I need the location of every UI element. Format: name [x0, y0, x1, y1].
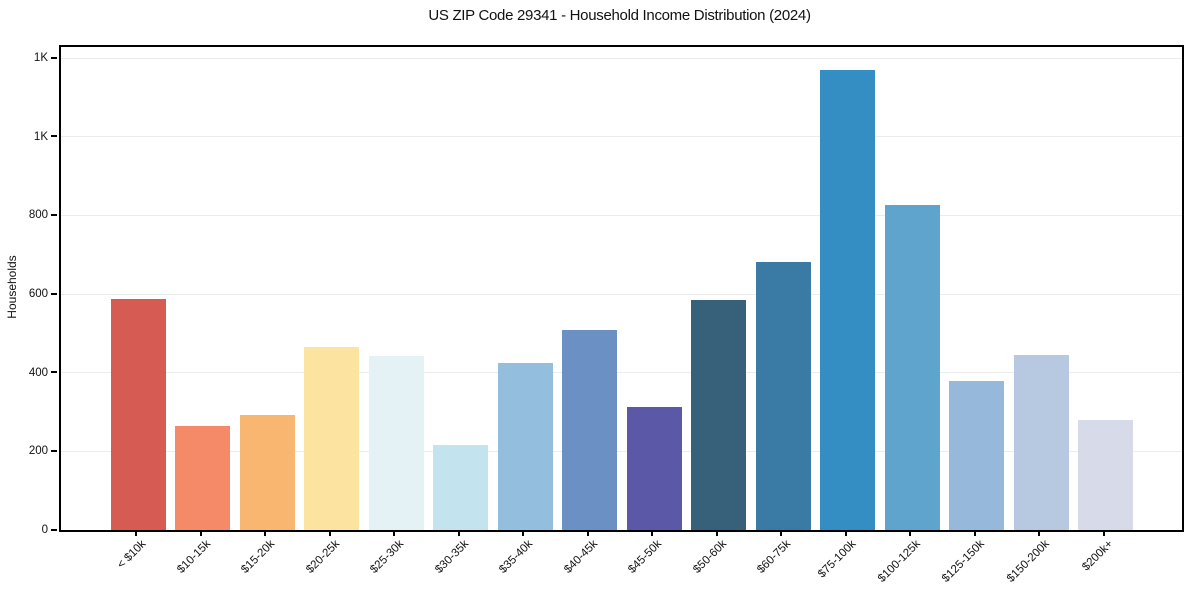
bar: [562, 330, 617, 530]
bar: [949, 380, 1004, 530]
x-tick-mark: [973, 530, 976, 536]
y-tick-mark: [51, 213, 57, 216]
bar: [820, 69, 875, 530]
gridline: [61, 372, 1182, 374]
bar: [755, 262, 811, 530]
bar: [497, 363, 553, 530]
y-tick-mark: [51, 449, 57, 452]
chart-title: US ZIP Code 29341 - Household Income Dis…: [428, 7, 811, 24]
x-tick-mark: [1038, 530, 1040, 536]
bar: [626, 407, 682, 530]
x-tick-label: $25-30k: [368, 538, 407, 576]
bar: [691, 300, 746, 530]
x-tick-mark: [586, 530, 589, 536]
y-tick-label: 600: [28, 288, 48, 300]
x-tick-label: $60-75k: [755, 538, 794, 576]
y-tick-label: 1K: [33, 130, 48, 143]
x-tick-label: $150-200k: [1004, 538, 1052, 585]
x-tick-mark: [199, 530, 202, 536]
y-tick-mark: [51, 371, 57, 374]
x-tick-label: $10-15k: [175, 538, 213, 576]
y-tick-label: 400: [28, 366, 48, 379]
bar: [110, 299, 166, 530]
x-tick-label: $20-25k: [304, 538, 342, 576]
bar: [304, 347, 359, 530]
x-tick-mark: [328, 530, 331, 536]
x-tick-label: $45-50k: [626, 538, 665, 576]
x-tick-label: $30-35k: [433, 538, 471, 576]
x-tick-label: $15-20k: [239, 538, 278, 576]
bar: [368, 356, 424, 530]
gridline: [61, 136, 1182, 138]
x-tick-label: < $10k: [115, 538, 149, 572]
x-tick-mark: [780, 530, 782, 536]
y-tick-label: 800: [28, 209, 48, 222]
y-tick-mark: [51, 135, 57, 138]
x-tick-mark: [522, 530, 524, 536]
x-tick-mark: [135, 530, 137, 536]
x-tick-mark: [715, 530, 718, 536]
x-tick-label: $35-40k: [497, 538, 536, 576]
x-tick-mark: [264, 530, 266, 536]
bar: [884, 205, 940, 530]
y-tick-label: 1K: [33, 52, 48, 64]
x-tick-label: $125-150k: [940, 538, 987, 585]
x-tick-mark: [457, 530, 460, 536]
bar: [433, 445, 488, 530]
x-tick-mark: [651, 530, 653, 536]
y-tick-label: 200: [28, 445, 48, 458]
bar: [175, 426, 230, 530]
bar: [239, 415, 295, 530]
x-tick-mark: [393, 530, 395, 536]
x-tick-label: $40-45k: [562, 538, 600, 576]
y-tick-mark: [51, 292, 57, 295]
gridline: [61, 450, 1182, 452]
gridline: [61, 57, 1182, 59]
x-tick-label: $50-60k: [691, 538, 729, 576]
y-tick-label: 0: [41, 524, 48, 536]
x-tick-label: $75-100k: [815, 538, 858, 581]
bar: [1078, 420, 1133, 530]
y-tick-mark: [51, 528, 57, 531]
x-tick-mark: [909, 530, 911, 536]
x-tick-label: $200k+: [1080, 538, 1116, 574]
bar: [1013, 355, 1069, 530]
gridline: [61, 214, 1182, 216]
y-tick-mark: [51, 56, 57, 59]
gridline: [61, 293, 1182, 295]
x-tick-mark: [1102, 530, 1105, 536]
plot-area: [59, 45, 1184, 532]
x-tick-label: $100-125k: [875, 538, 923, 585]
x-tick-mark: [844, 530, 847, 536]
